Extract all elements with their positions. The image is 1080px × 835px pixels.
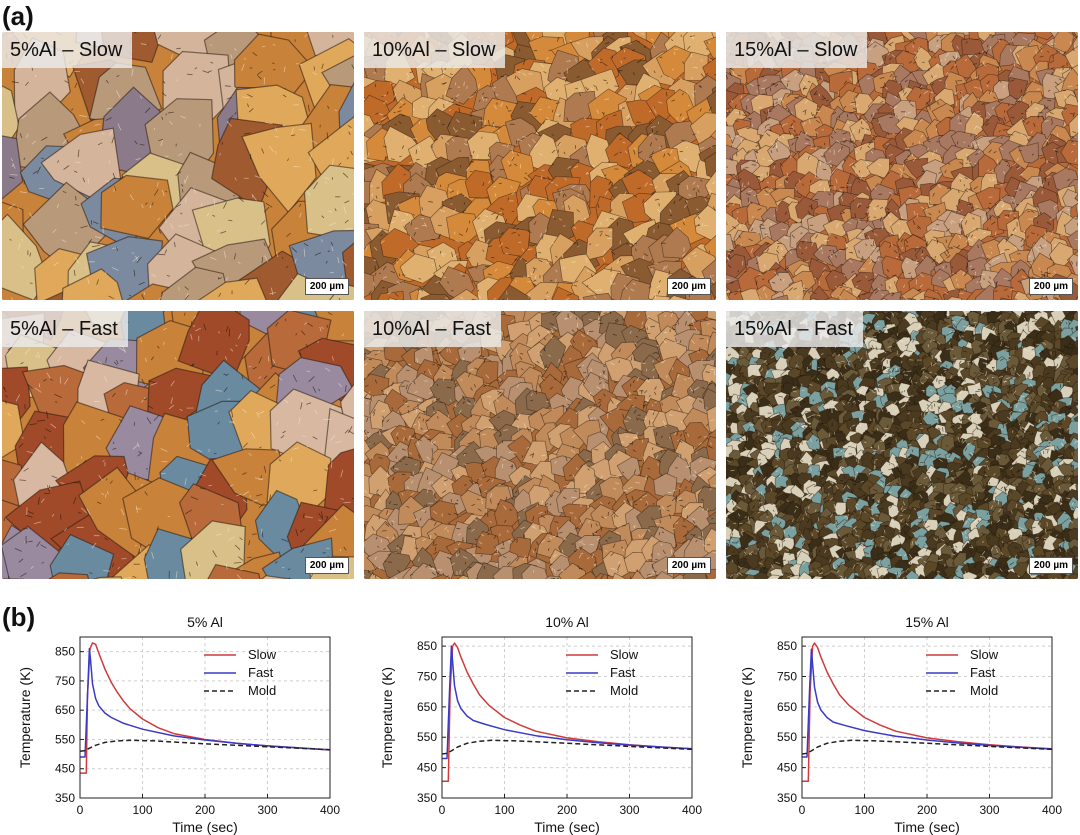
y-tick-label: 450: [417, 761, 437, 775]
y-axis-label: Temperature (K): [379, 667, 395, 768]
y-tick-label: 350: [777, 791, 797, 805]
scale-bar: 200 µm: [666, 278, 711, 295]
y-tick-label: 350: [417, 791, 437, 805]
y-tick-label: 850: [55, 645, 75, 659]
micrograph-texture: [726, 311, 1078, 579]
micrograph-label: 5%Al – Fast: [2, 311, 128, 347]
micrograph-5al-slow: 5%Al – Slow 200 µm: [2, 32, 354, 300]
micrograph-texture: [726, 32, 1078, 300]
x-tick-label: 100: [132, 803, 152, 817]
micrograph-15al-slow: 15%Al – Slow 200 µm: [726, 32, 1078, 300]
chart-title: 5% Al: [187, 614, 223, 630]
micrograph-10al-slow: 10%Al – Slow 200 µm: [364, 32, 716, 300]
x-axis-label: Time (sec): [172, 819, 238, 835]
y-tick-label: 650: [777, 700, 797, 714]
panel-b-label: (b): [2, 602, 36, 632]
x-axis-label: Time (sec): [534, 819, 600, 835]
x-tick-label: 200: [195, 803, 215, 817]
legend-label: Mold: [970, 683, 998, 698]
micrograph-label: 15%Al – Fast: [726, 311, 863, 347]
micrograph-label: 10%Al – Slow: [364, 32, 506, 68]
micrograph-10al-fast: 10%Al – Fast 200 µm: [364, 311, 716, 579]
scale-bar: 200 µm: [1028, 278, 1073, 295]
y-tick-label: 550: [55, 732, 75, 746]
x-tick-label: 200: [917, 803, 937, 817]
x-tick-label: 0: [439, 803, 446, 817]
legend-label: Slow: [970, 647, 999, 662]
y-tick-label: 650: [55, 703, 75, 717]
legend-label: Mold: [248, 683, 276, 698]
series-line-fast: [442, 645, 693, 760]
y-tick-label: 450: [777, 761, 797, 775]
x-tick-label: 300: [257, 803, 277, 817]
y-tick-label: 750: [417, 669, 437, 683]
x-tick-label: 0: [77, 803, 84, 817]
x-tick-label: 100: [494, 803, 514, 817]
scale-bar: 200 µm: [304, 557, 349, 574]
x-tick-label: 200: [557, 803, 577, 817]
x-tick-label: 400: [1042, 803, 1062, 817]
chart-svg: 5% Al 0 100 200 300 400 350 450 550 650 750 850 Time…: [17, 614, 340, 835]
y-tick-label: 650: [417, 700, 437, 714]
series-line-fast: [80, 647, 331, 758]
chart-title: 15% Al: [905, 614, 949, 630]
legend-label: Fast: [970, 665, 996, 680]
micrograph-texture: [364, 311, 716, 579]
micrograph-label: 5%Al – Slow: [2, 32, 133, 68]
micrograph-label: 15%Al – Slow: [726, 32, 868, 68]
micrograph-texture: [2, 311, 354, 579]
legend-label: Mold: [610, 683, 638, 698]
y-tick-label: 350: [55, 791, 75, 805]
y-tick-label: 750: [777, 669, 797, 683]
chart-svg: 10% Al 0 100 200 300 400 350 450 550 650 750 850 Tim…: [379, 614, 702, 835]
legend-label: Fast: [610, 665, 636, 680]
y-tick-label: 850: [777, 639, 797, 653]
y-tick-label: 450: [55, 762, 75, 776]
x-tick-label: 300: [979, 803, 999, 817]
series-line-mold: [79, 739, 331, 752]
y-axis-label: Temperature (K): [739, 667, 755, 768]
x-tick-label: 0: [799, 803, 806, 817]
micrograph-texture: [364, 32, 716, 300]
cooling-curve-chart-10al: 10% Al 0 100 200 300 400 350 450 550 650 750 850 Tim…: [362, 600, 712, 835]
series-line-fast: [802, 648, 1053, 758]
y-tick-label: 750: [55, 674, 75, 688]
x-tick-label: 100: [854, 803, 874, 817]
scale-bar: 200 µm: [1028, 557, 1073, 574]
series-line-mold: [801, 739, 1053, 755]
y-tick-label: 550: [417, 730, 437, 744]
micrograph-5al-fast: 5%Al – Fast 200 µm: [2, 311, 354, 579]
micrograph-label: 10%Al – Fast: [364, 311, 501, 347]
micrograph-15al-fast: 15%Al – Fast 200 µm: [726, 311, 1078, 579]
series-line-mold: [441, 739, 693, 755]
y-tick-label: 550: [777, 730, 797, 744]
scale-bar: 200 µm: [304, 278, 349, 295]
cooling-curve-chart-15al: 15% Al 0 100 200 300 400 350 450 550 650 750 850 Tim…: [722, 600, 1072, 835]
series-line-slow: [802, 642, 1053, 783]
panel-a-label: (a): [2, 1, 34, 31]
scale-bar: 200 µm: [666, 557, 711, 574]
micrograph-texture: [2, 32, 354, 300]
chart-title: 10% Al: [545, 614, 589, 630]
legend-label: Slow: [610, 647, 639, 662]
y-tick-label: 850: [417, 639, 437, 653]
legend-label: Slow: [248, 647, 277, 662]
cooling-curve-chart-5al: 5% Al 0 100 200 300 400 350 450 550 650 750 850 Time…: [0, 600, 350, 835]
legend-label: Fast: [248, 665, 274, 680]
x-tick-label: 400: [682, 803, 702, 817]
x-tick-label: 400: [320, 803, 340, 817]
series-line-slow: [442, 642, 693, 783]
y-axis-label: Temperature (K): [17, 667, 33, 768]
chart-svg: 15% Al 0 100 200 300 400 350 450 550 650 750 850 Tim…: [739, 614, 1062, 835]
x-tick-label: 300: [619, 803, 639, 817]
x-axis-label: Time (sec): [894, 819, 960, 835]
